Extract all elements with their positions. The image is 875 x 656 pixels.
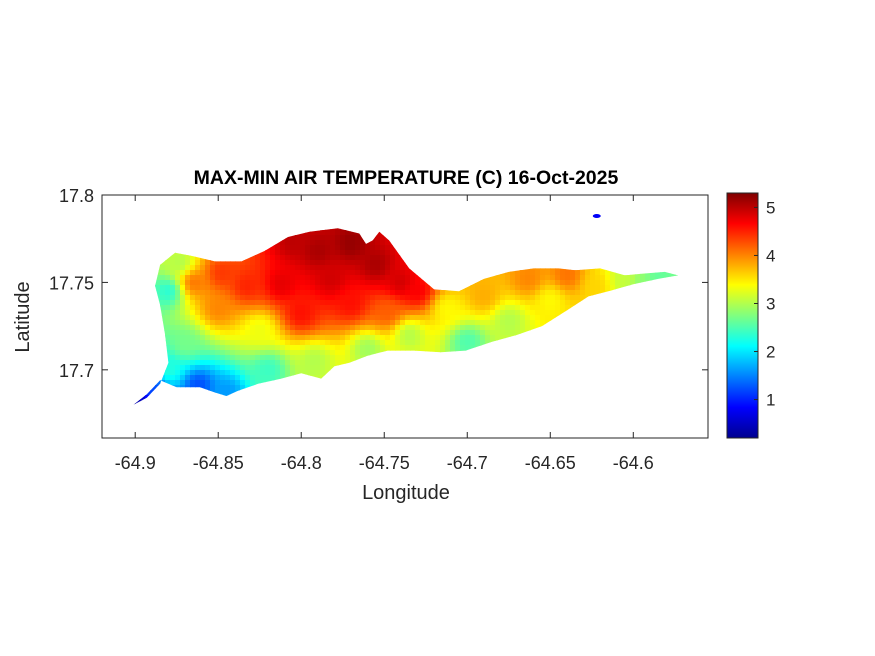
colorbar-tick-label: 3	[766, 294, 775, 313]
offshore-islet	[592, 213, 601, 218]
colorbar-tick-label: 5	[766, 198, 775, 217]
x-tick-label: -64.75	[359, 453, 410, 473]
colorbar-tick-label: 4	[766, 246, 775, 265]
y-tick-label: 17.75	[49, 273, 94, 293]
x-tick-label: -64.6	[613, 453, 654, 473]
x-tick-label: -64.65	[525, 453, 576, 473]
x-tick-label: -64.85	[193, 453, 244, 473]
x-axis: -64.9 -64.85 -64.8 -64.75 -64.7 -64.65 -64.6	[115, 195, 654, 473]
y-axis: 17.7 17.75 17.8	[49, 186, 708, 381]
x-axis-label: Longitude	[362, 482, 450, 504]
chart-title: MAX-MIN AIR TEMPERATURE (C) 16-Oct-2025	[194, 167, 619, 189]
colorbar-tick-label: 2	[766, 343, 775, 362]
y-axis-label: Latitude	[12, 281, 34, 352]
colorbar	[726, 192, 759, 439]
x-tick-label: -64.8	[281, 453, 322, 473]
axes-box	[101, 194, 709, 439]
y-tick-label: 17.8	[59, 186, 94, 206]
colorbar-ticks: 1 2 3 4 5	[754, 198, 775, 410]
x-tick-label: -64.9	[115, 453, 156, 473]
colorbar-tick-label: 1	[766, 391, 775, 410]
y-tick-label: 17.7	[59, 361, 94, 381]
islet-patch	[592, 213, 601, 218]
x-tick-label: -64.7	[447, 453, 488, 473]
